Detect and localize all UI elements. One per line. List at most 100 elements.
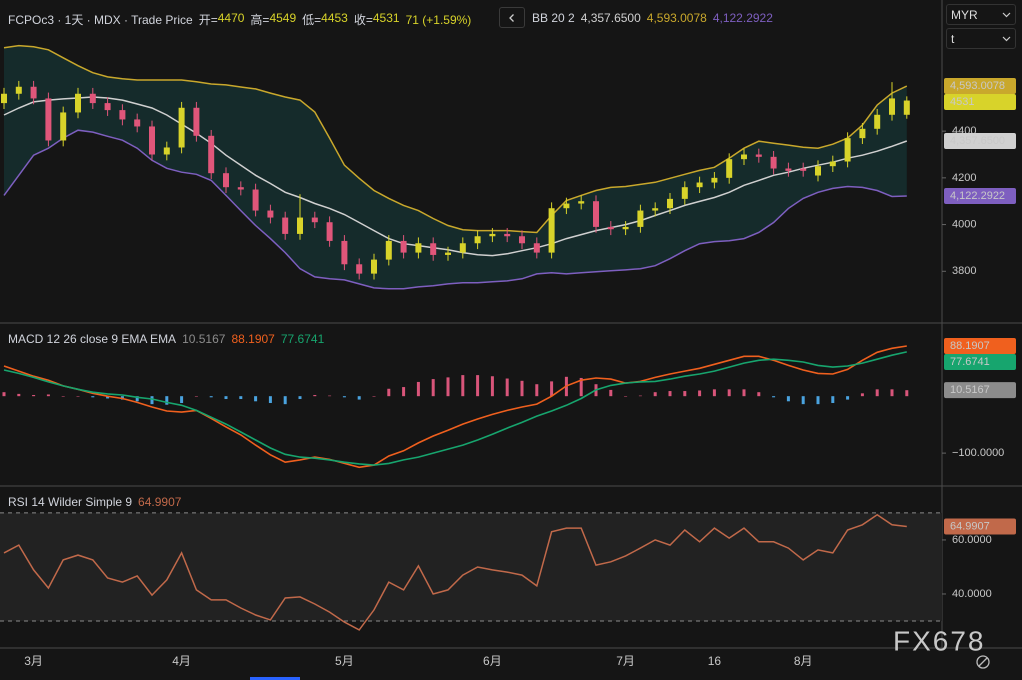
y-tick-label: −100.0000 — [952, 447, 1004, 459]
candle-body — [800, 168, 807, 171]
candle-body — [208, 135, 215, 174]
candle-body — [149, 126, 155, 155]
y-tick-label: 40.0000 — [952, 588, 992, 600]
histogram-bar — [772, 396, 776, 398]
indicator-value: 4,122.2922 — [712, 11, 773, 25]
histogram-bar — [254, 396, 258, 402]
candle-body — [889, 98, 895, 115]
histogram-bar — [683, 391, 687, 397]
ohlc-low: 低= 4453 — [302, 11, 348, 28]
indicator-value: 64.9907 — [138, 495, 182, 509]
candle-body — [178, 107, 185, 148]
chevron-down — [1002, 36, 1011, 41]
ohlc-open: 开= 4470 — [199, 11, 245, 28]
candle-body — [844, 138, 851, 162]
ohlc-value: 4470 — [217, 11, 245, 25]
candle-body — [533, 243, 540, 253]
candle-body — [89, 93, 96, 104]
histogram-bar — [2, 392, 6, 397]
histogram-bar — [209, 396, 213, 398]
indicator-title: MACD 12 26 close 9 EMA EMA — [8, 332, 177, 346]
indicator-title: RSI 14 Wilder Simple 9 — [8, 495, 133, 509]
candle-body — [430, 243, 437, 255]
value-tag-label: 4,593.0078 — [950, 80, 1005, 92]
candle-body — [874, 114, 881, 129]
candle-body — [30, 86, 37, 99]
candle-body — [163, 147, 170, 155]
histogram-bar — [357, 396, 361, 400]
histogram-bar — [860, 393, 864, 397]
collapse-button[interactable] — [499, 7, 525, 28]
histogram-bar — [786, 396, 790, 402]
ohlc-label: 低= — [302, 13, 322, 27]
currency-dropdown[interactable]: MYR — [946, 4, 1016, 25]
histogram-bar — [180, 396, 184, 404]
histogram-bar — [268, 396, 272, 404]
histogram-bar — [638, 395, 642, 397]
x-tick-label: 3月 — [24, 654, 43, 668]
macd-line — [3, 345, 907, 469]
histogram-bar — [298, 396, 302, 400]
histogram-bar — [609, 389, 613, 397]
candle-body — [45, 98, 52, 141]
histogram-bar — [135, 396, 139, 402]
candle-body — [119, 110, 126, 120]
value-tag — [944, 188, 1016, 205]
histogram-bar — [505, 378, 509, 397]
value-tag-label: 10.5167 — [950, 384, 990, 396]
histogram-bar — [668, 391, 672, 397]
settings-icon — [976, 655, 990, 669]
histogram-bar — [520, 380, 524, 397]
watermark: FX678 — [893, 625, 986, 656]
candle-body — [371, 259, 377, 274]
chevron-down — [1002, 12, 1011, 17]
candle-body — [548, 208, 555, 253]
indicator-value: 88.1907 — [231, 332, 275, 346]
histogram-bar — [712, 389, 716, 397]
ohlc-high: 高= 4549 — [250, 11, 296, 28]
candle-body — [60, 112, 67, 141]
candle-body — [903, 100, 910, 115]
histogram-bar — [387, 388, 391, 397]
histogram-bar — [579, 377, 583, 397]
candle-body — [726, 159, 733, 178]
candle-body — [341, 240, 348, 265]
value-tag-label: 4,357.6500 — [950, 135, 1005, 147]
candle-body — [859, 128, 866, 139]
candle-body — [474, 236, 481, 244]
value-tag-label: 4,122.2922 — [950, 190, 1005, 202]
price-header: FCPOc3 · 1天 · MDX · Trade Price 开= 4470 高… — [8, 11, 471, 28]
histogram-bar — [816, 396, 820, 405]
band-line — [3, 129, 907, 290]
histogram-bar — [490, 376, 494, 397]
band-line — [3, 96, 908, 257]
change: 71 (+1.59%) — [405, 12, 472, 27]
candle-body — [237, 187, 244, 190]
histogram-bar — [224, 396, 228, 400]
macd-header: MACD 12 26 close 9 EMA EMA 10.5167 88.19… — [8, 332, 324, 346]
ohlc-value: 4453 — [321, 11, 348, 25]
value-tag-label: 88.1907 — [950, 340, 990, 352]
histogram-bar — [328, 395, 332, 397]
value-tag — [944, 78, 1016, 95]
y-tick-label: 4200 — [952, 172, 976, 184]
scroll-indicator — [250, 677, 300, 680]
value-tag — [944, 353, 1016, 370]
indicator-value: 4,593.0078 — [646, 11, 707, 25]
candle-body — [385, 240, 392, 260]
candle-body — [593, 201, 599, 227]
histogram-bar — [239, 396, 243, 400]
interval-dropdown[interactable]: t — [946, 28, 1016, 49]
candle-body — [15, 86, 22, 94]
chevron-left — [509, 13, 514, 22]
histogram-bar — [91, 396, 95, 398]
macd-line — [3, 351, 907, 466]
value-tag-label: 77.6741 — [950, 356, 990, 368]
histogram-bar — [446, 377, 450, 397]
level-band — [0, 512, 942, 621]
value-tag — [944, 94, 1016, 111]
candle-body — [785, 168, 792, 171]
histogram-bar — [757, 392, 761, 397]
candle-body — [681, 187, 688, 199]
histogram-bar — [76, 396, 80, 397]
